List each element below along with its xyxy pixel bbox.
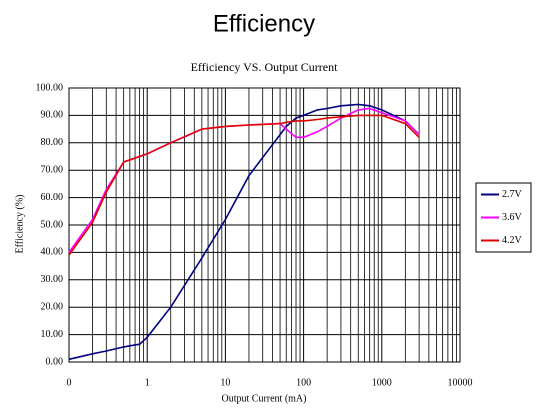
y-tick-label: 50.00 — [41, 219, 64, 230]
y-tick-label: 70.00 — [41, 164, 64, 175]
y-tick-label: 80.00 — [41, 137, 64, 148]
legend-label: 4.2V — [502, 235, 523, 246]
series-line — [68, 107, 420, 253]
x-tick-label: 1 — [145, 377, 150, 388]
x-axis-label: Output Current (mA) — [222, 393, 307, 404]
series-line — [68, 114, 420, 256]
x-tick-label: 1000 — [372, 377, 392, 388]
y-tick-label: 10.00 — [41, 329, 64, 340]
legend-label: 2.7V — [502, 189, 523, 200]
y-tick-label: 90.00 — [41, 110, 64, 121]
x-tick-label: 10 — [220, 377, 230, 388]
legend-label: 3.6V — [502, 212, 523, 223]
y-tick-label: 30.00 — [41, 274, 64, 285]
plot-frame — [68, 87, 461, 363]
series-line — [68, 103, 420, 361]
x-tick-label: 100 — [296, 377, 311, 388]
y-axis-label: Efficiency (%) — [14, 195, 25, 254]
y-tick-label: 20.00 — [41, 301, 64, 312]
y-tick-label: 100.00 — [36, 82, 64, 93]
y-tick-label: 0.00 — [46, 356, 64, 367]
chart-subtitle: Efficiency VS. Output Current — [191, 60, 339, 74]
chart-title: Efficiency — [213, 10, 315, 37]
x-tick-label: 10000 — [448, 377, 473, 388]
x-tick-label: 0 — [67, 377, 72, 388]
y-tick-label: 40.00 — [41, 247, 64, 258]
y-tick-label: 60.00 — [41, 192, 64, 203]
